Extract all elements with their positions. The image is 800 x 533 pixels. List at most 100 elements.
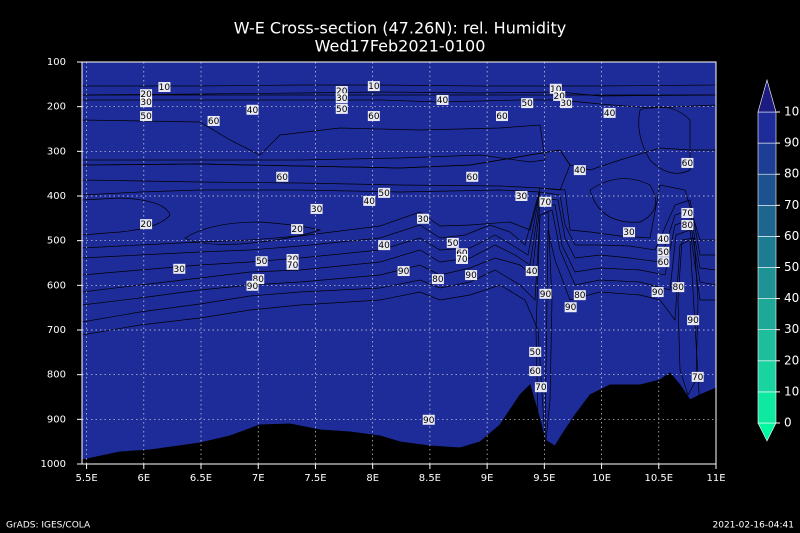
y-tick-label: 1000 (41, 459, 66, 470)
x-tick-label: 6E (137, 473, 150, 484)
colorbar-band (757, 267, 777, 299)
contour-label-box (560, 98, 573, 109)
contour-label-box (623, 227, 636, 238)
contour-label-box (255, 256, 268, 267)
x-tick-label: 7E (252, 473, 265, 484)
contour-label: 80 (574, 291, 586, 301)
contour-label-box (573, 165, 586, 176)
credit: GrADS: IGES/COLA (6, 521, 91, 531)
contour-band (677, 237, 699, 396)
contour-label: 20 (553, 92, 565, 102)
x-tick-label: 9E (481, 473, 494, 484)
contour-label: 40 (658, 235, 670, 245)
contour-label-box (495, 111, 508, 122)
colorbar-under (757, 422, 777, 442)
colorbar-band (757, 111, 777, 144)
contour-label-box (687, 315, 700, 326)
contour-label: 10 (159, 83, 171, 93)
contour-label-box (422, 414, 435, 425)
y-tick-label: 900 (47, 414, 66, 425)
contour-label-box (466, 171, 479, 182)
contour-label-box (455, 253, 468, 264)
x-tick-label: 7.5E (304, 473, 326, 484)
contour-label-box (310, 203, 323, 214)
contour-label-box (657, 257, 670, 268)
colorbar-label: 80 (784, 167, 799, 181)
contour-label: 40 (574, 166, 586, 176)
contour-label: 10 (550, 85, 562, 95)
contour-label: 80 (253, 275, 265, 285)
contour-label: 90 (565, 303, 577, 313)
contour-label: 40 (526, 267, 538, 277)
contour-label: 20 (140, 90, 152, 100)
contour-label-box (553, 90, 566, 101)
contour-label-box (335, 103, 348, 114)
contour-label: 70 (692, 373, 704, 383)
contour-label-box (455, 248, 468, 259)
contour-label-box (276, 171, 289, 182)
colorbar-band (757, 360, 777, 393)
contour-band (589, 178, 656, 223)
x-tick-label: 9.5E (533, 473, 555, 484)
contour-field (82, 62, 716, 464)
contour-label: 90 (652, 288, 664, 298)
contour-label-box (397, 266, 410, 277)
contour-label: 70 (287, 261, 299, 271)
contour-band (82, 197, 171, 236)
contour-label-box (549, 83, 562, 94)
contour-label: 60 (658, 258, 670, 268)
contour-band (82, 119, 546, 163)
contour-label: 50 (336, 105, 348, 115)
colorbar-label: 0 (784, 416, 792, 430)
contour-label-box (672, 282, 685, 293)
contour-label: 70 (456, 255, 468, 265)
contour-label-box (173, 263, 186, 274)
colorbar-label: 20 (784, 353, 799, 367)
x-tick-label: 11E (706, 473, 725, 484)
contour-label: 50 (378, 189, 390, 199)
contour-band (535, 211, 553, 441)
contour-band (82, 62, 716, 323)
contour-label-box (436, 94, 449, 105)
terrain (82, 372, 716, 464)
contour-label: 20 (140, 220, 152, 230)
contour-band (82, 62, 716, 97)
contour-label-box (573, 290, 586, 301)
contour-label: 20 (336, 87, 348, 97)
contour-label-box (291, 224, 304, 235)
contour-label-box (286, 253, 299, 264)
contour-label: 30 (417, 215, 429, 225)
y-tick-label: 600 (47, 280, 66, 291)
contour-label-box (378, 187, 391, 198)
contour-label: 30 (336, 94, 348, 104)
contour-label: 30 (140, 98, 152, 108)
contour-label-box (252, 274, 265, 285)
contour-label-box (529, 346, 542, 357)
contour-label: 70 (540, 198, 552, 208)
contour-label: 50 (658, 248, 670, 258)
contour-label: 90 (247, 282, 259, 292)
contour-label: 80 (432, 275, 444, 285)
contour-label: 50 (521, 99, 533, 109)
plot-frame (81, 61, 717, 465)
contour-label-box (207, 115, 220, 126)
contour-label-box (335, 93, 348, 104)
contour-label: 10 (368, 82, 380, 92)
contour-label: 40 (437, 96, 449, 106)
contour-label: 90 (540, 290, 552, 300)
contour-label-box (534, 382, 547, 393)
contour-label-box (363, 195, 376, 206)
contour-label-box (525, 266, 538, 277)
contour-label: 60 (277, 173, 289, 183)
contour-label-box (539, 288, 552, 299)
contour-label: 30 (560, 99, 572, 109)
y-tick-label: 100 (47, 57, 66, 68)
axes: 5.5E 6E 6.5E 7E 7.5E 8E 8.5E 9E 9.5E 10E 10.5E 11E 1… (41, 57, 726, 484)
contour-label-box (657, 233, 670, 244)
colorbar-band (757, 329, 777, 362)
contour-label: 50 (140, 112, 152, 122)
contour-label-box (529, 366, 542, 377)
x-tick-label: 6.5E (190, 473, 212, 484)
contour-label-box (140, 111, 153, 122)
